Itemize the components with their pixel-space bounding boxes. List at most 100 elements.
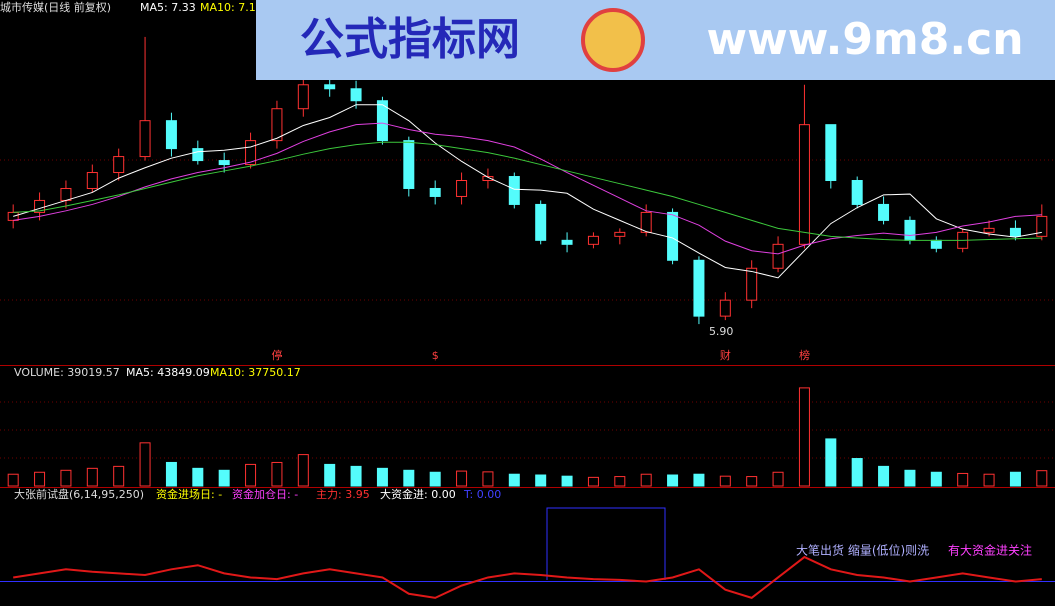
line (13, 555, 1042, 599)
volume-bar (957, 472, 969, 487)
volume-bar (930, 471, 942, 487)
candle-body (271, 108, 283, 142)
legend-item: MA10: 7.16 (200, 1, 263, 14)
legend-item: MA5: 7.33 (140, 1, 196, 14)
annotation: 大笔出货 缩量(低位)则洗 (796, 543, 929, 558)
annotation: 有大资金进关注 (948, 543, 1032, 558)
line (13, 122, 1042, 255)
candle-body (930, 239, 942, 249)
volume-bar (429, 471, 441, 487)
candle-body (192, 148, 204, 162)
volume-bar (60, 469, 72, 487)
volume-bar (640, 473, 652, 487)
candle-body (297, 84, 309, 110)
candle-body (851, 180, 863, 205)
candle-body (165, 120, 177, 150)
candle-body (587, 235, 599, 245)
volume-bar (587, 476, 599, 487)
volume-bar (825, 438, 837, 487)
candle-body (376, 100, 388, 142)
volume-bar (34, 471, 46, 487)
legend-item: 大资金进: 0.00 (380, 487, 456, 501)
volume-bar (139, 442, 151, 487)
candle-body (508, 176, 520, 205)
volume-bar (1009, 471, 1021, 487)
signal-box (546, 507, 666, 580)
event-marker: $ (432, 349, 439, 362)
event-marker: 财 (720, 348, 731, 362)
volume-bar (376, 467, 388, 487)
candle-body (482, 176, 494, 182)
candle-body (113, 156, 125, 174)
volume-bar (535, 474, 547, 487)
event-marker: 榜 (799, 348, 810, 362)
volume-bar (7, 473, 19, 487)
volume-title: VOLUME: 39019.57 (14, 366, 120, 379)
watermark-banner (256, 0, 1055, 80)
line (13, 141, 1042, 241)
indicator-title: 大张前试盘(6,14,95,250) (14, 487, 144, 501)
candle-body (640, 211, 652, 233)
legend-item: MA10: 37750.17 (210, 366, 301, 379)
candle-body (614, 231, 626, 237)
volume-bar (746, 476, 758, 487)
watermark-title: 公式指标网 (300, 14, 520, 65)
volume-bar (245, 463, 257, 487)
volume-bar (86, 467, 98, 487)
min-label: 5.90 (709, 325, 734, 338)
candle-body (429, 187, 441, 197)
volume-bar (614, 476, 626, 487)
legend-item: 资金进场日: - (156, 487, 222, 501)
event-marker: 停 (271, 348, 282, 362)
volume-bar (297, 454, 309, 487)
candle-body (86, 172, 98, 189)
candle-body (350, 88, 362, 102)
candle-body (719, 299, 731, 317)
volume-bar (1036, 470, 1048, 487)
volume-bar (851, 458, 863, 487)
volume-bar (878, 465, 890, 487)
candle-body (667, 211, 679, 261)
candle-body (245, 140, 257, 166)
candle-body (535, 203, 547, 241)
volume-bar (165, 461, 177, 487)
volume-bar (218, 469, 230, 487)
watermark-url: www.9m8.cn (706, 14, 1023, 65)
candle-body (218, 160, 230, 166)
volume-bar (693, 473, 705, 487)
volume-bar (772, 471, 784, 487)
line (13, 104, 1042, 279)
volume-bar (113, 465, 125, 487)
candle-body (746, 267, 758, 301)
candle-body (139, 120, 151, 158)
candle-body (878, 203, 890, 221)
volume-bar (192, 467, 204, 487)
legend-item: T: 0.00 (463, 488, 501, 501)
volume-bar (798, 387, 810, 487)
candle-body (1036, 215, 1048, 237)
volume-bar (667, 474, 679, 487)
candle-body (456, 180, 468, 197)
candle-body (825, 124, 837, 182)
volume-bar (904, 469, 916, 487)
candle-body (983, 227, 995, 233)
volume-bar (983, 473, 995, 487)
volume-bar (324, 463, 336, 487)
volume-bar (271, 461, 283, 487)
candle-body (324, 84, 336, 90)
candle-body (904, 219, 916, 241)
price-title: 城市传媒(日线 前复权) (0, 0, 111, 14)
candle-body (561, 239, 573, 245)
volume-bar (456, 470, 468, 487)
volume-bar (403, 469, 415, 487)
legend-item: 资金加仓日: - (232, 487, 298, 501)
legend-item: MA5: 43849.09 (126, 366, 210, 379)
volume-bar (508, 473, 520, 487)
candle-body (798, 124, 810, 245)
volume-bar (482, 471, 494, 487)
volume-bar (350, 465, 362, 487)
volume-bar (561, 475, 573, 487)
volume-bar (719, 475, 731, 487)
